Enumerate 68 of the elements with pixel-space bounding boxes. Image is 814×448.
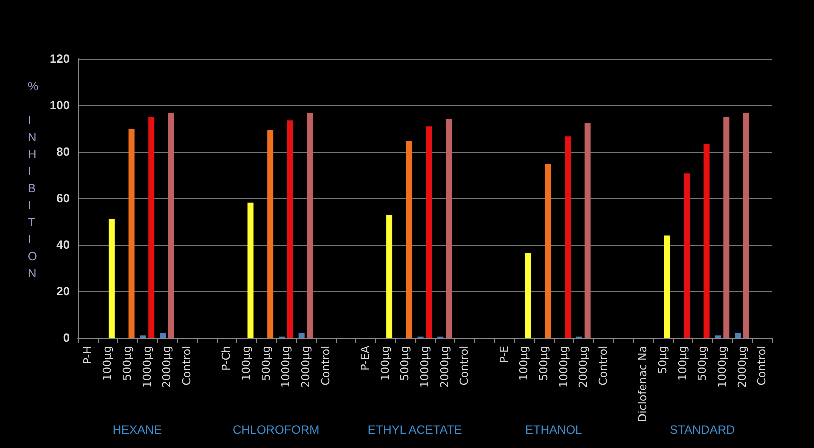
x-tick-label: Control: [596, 346, 610, 386]
bar: [168, 113, 174, 338]
bar: [525, 253, 532, 338]
x-tick-label: 1000µg: [280, 346, 293, 388]
bar: [684, 174, 690, 338]
y-tick-label: 120: [50, 52, 70, 66]
text: HEXANE: [112, 423, 162, 437]
bar: [268, 130, 274, 338]
x-tick-label: 2000µg: [736, 346, 749, 388]
x-tick-label: 100µg: [676, 346, 690, 381]
bar: [128, 129, 135, 338]
x-tick-label: 500µg: [537, 346, 550, 381]
bar: [108, 219, 115, 338]
y-tick-label: 0: [63, 331, 70, 345]
bar: [426, 126, 432, 338]
x-tick-label: 100µg: [518, 346, 531, 381]
bar: [406, 141, 412, 338]
x-tick-label: 1000µg: [716, 346, 729, 388]
bar: [446, 118, 452, 338]
x-tick-label: 1000µg: [140, 346, 154, 388]
x-tick-label: P-H: [81, 346, 94, 365]
y-tick-label: 100: [50, 98, 70, 112]
y-tick-label: 60: [56, 192, 70, 206]
text: STANDARD: [670, 423, 736, 437]
bar: [743, 113, 750, 338]
bar: [298, 333, 305, 338]
bar: [584, 122, 591, 338]
bar: [148, 117, 155, 338]
text: ETHYL ACETATE: [368, 423, 462, 437]
x-tick-label: Control: [458, 346, 472, 386]
x-tick-label: 2000µg: [577, 346, 590, 388]
x-tick-label: 2000µg: [160, 346, 174, 388]
x-tick-label: 2000µg: [300, 346, 313, 388]
x-tick-label: 50µg: [656, 346, 670, 374]
x-tick-label: 500µg: [260, 346, 273, 381]
bar: [664, 236, 670, 338]
x-tick-label: 100µg: [101, 346, 114, 381]
x-tick-label: P-E: [498, 346, 511, 364]
bar: [704, 144, 710, 338]
x-tick-label: 2000µg: [438, 346, 452, 388]
bar: [307, 113, 314, 338]
bar: [248, 202, 254, 338]
x-tick-label: 1000µg: [418, 346, 432, 388]
y-tick-label: 20: [56, 284, 70, 298]
x-tick-label: 500µg: [696, 346, 710, 381]
x-tick-label: 500µg: [121, 346, 134, 381]
x-tick-label: Control: [180, 346, 194, 386]
x-tick-label: 1000µg: [557, 346, 570, 388]
bar: [386, 215, 393, 338]
x-tick-label: P-EA: [359, 346, 372, 371]
x-tick-label: 100µg: [378, 346, 392, 381]
text: CHLOROFORM: [232, 423, 320, 437]
text: % INHIBITION: [28, 80, 39, 280]
bar: [545, 164, 552, 338]
bar: [565, 136, 571, 338]
x-tick-label: Control: [319, 346, 332, 386]
bar: [287, 120, 294, 338]
x-tick-label: P-Ch: [220, 346, 234, 372]
bar: [735, 333, 742, 338]
x-tick-label: 500µg: [398, 346, 412, 381]
x-tick-label: Diclofenac Na: [636, 346, 650, 422]
x-tick-label: Control: [756, 346, 769, 386]
bar: [160, 333, 166, 338]
x-tick-label: 100µg: [240, 346, 254, 381]
bar: [724, 117, 730, 338]
y-tick-label: 40: [56, 238, 70, 252]
y-tick-label: 80: [56, 145, 70, 159]
text: ETHANOL: [526, 423, 583, 437]
